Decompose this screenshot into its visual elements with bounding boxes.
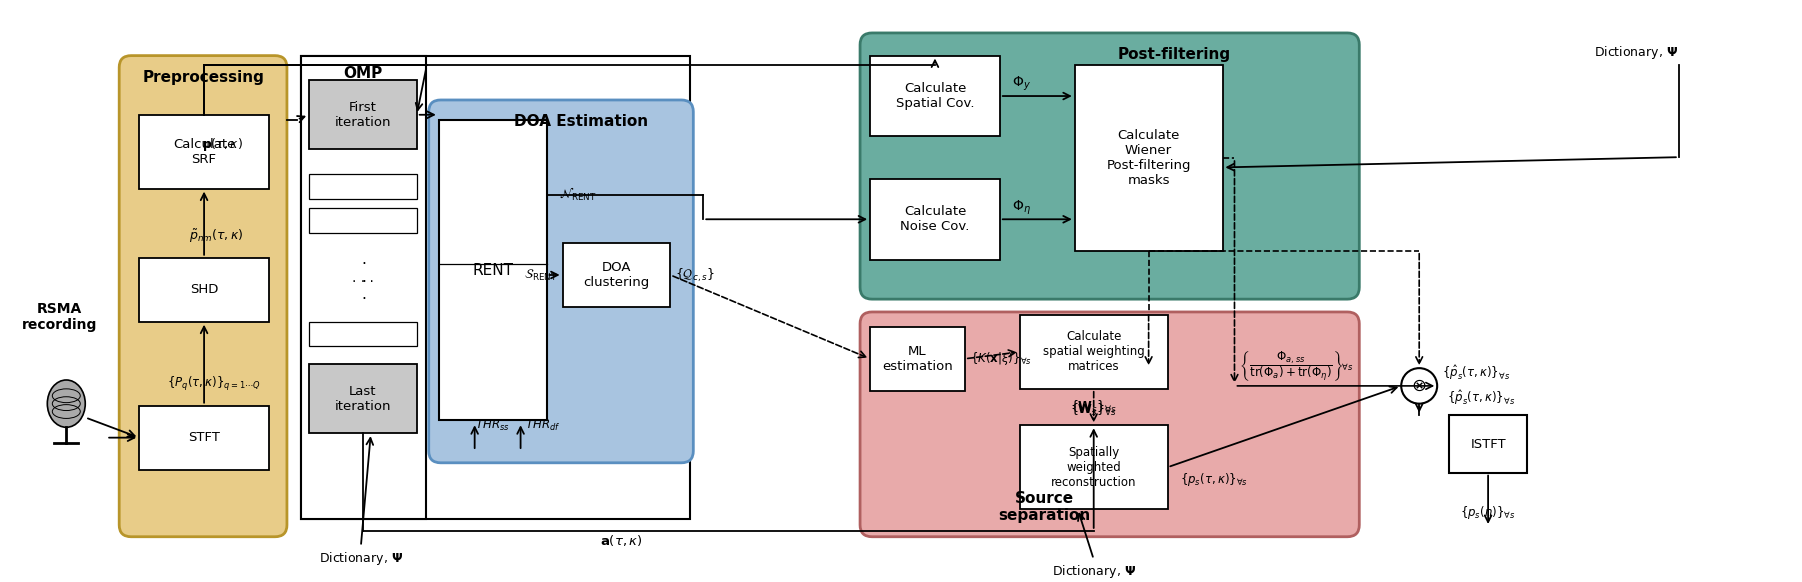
Bar [139, 115, 268, 189]
Text: $\{\hat{p}_s(\tau,\kappa)\}_{\forall s}$: $\{\hat{p}_s(\tau,\kappa)\}_{\forall s}$ [1447, 388, 1515, 407]
Text: $\otimes$: $\otimes$ [1411, 377, 1427, 395]
Text: Calculate
Wiener
Post-filtering
masks: Calculate Wiener Post-filtering masks [1106, 129, 1191, 187]
Text: ·
·
·: · · · [360, 257, 366, 307]
Bar [870, 56, 1000, 136]
Bar [139, 406, 268, 470]
Text: $\{K(\mathbf{x}|\xi)\}_{\forall s}$: $\{K(\mathbf{x}|\xi)\}_{\forall s}$ [969, 350, 1033, 367]
Text: $\{\mathbf{W}_s\}_{\forall s}$: $\{\mathbf{W}_s\}_{\forall s}$ [1070, 399, 1117, 415]
Text: Calculate
Spatial Cov.: Calculate Spatial Cov. [896, 82, 975, 110]
Bar [301, 56, 690, 519]
Text: Preprocessing: Preprocessing [142, 70, 265, 85]
Text: Dictionary, $\boldsymbol{\Psi}$: Dictionary, $\boldsymbol{\Psi}$ [1052, 563, 1135, 580]
Bar [870, 179, 1000, 260]
Text: $\left\{\dfrac{\Phi_{a,ss}}{\mathrm{tr}(\Phi_a)+\mathrm{tr}(\Phi_\eta)}\right\}_: $\left\{\dfrac{\Phi_{a,ss}}{\mathrm{tr}(… [1240, 349, 1353, 383]
Text: Calculate
SRF: Calculate SRF [173, 138, 236, 166]
Bar [1020, 425, 1168, 509]
Text: Calculate
Noise Cov.: Calculate Noise Cov. [901, 205, 969, 233]
Text: $\{\mathcal{Q}_{c,s}\}$: $\{\mathcal{Q}_{c,s}\}$ [676, 267, 715, 283]
Bar [562, 243, 670, 307]
Text: Dictionary, $\boldsymbol{\Psi}$: Dictionary, $\boldsymbol{\Psi}$ [1595, 44, 1678, 61]
Bar [1449, 416, 1526, 473]
Bar [308, 322, 416, 346]
Text: Calculate
spatial weighting
matrices: Calculate spatial weighting matrices [1043, 331, 1144, 374]
Bar [301, 56, 425, 519]
Bar [1074, 65, 1222, 251]
Text: $\{p_s(\tau,\kappa)\}_{\forall s}$: $\{p_s(\tau,\kappa)\}_{\forall s}$ [1180, 471, 1247, 488]
Ellipse shape [47, 380, 85, 427]
Text: $\Phi_\eta$: $\Phi_\eta$ [1013, 198, 1031, 217]
Text: $\{\mathbf{W}_s\}_{\forall s}$: $\{\mathbf{W}_s\}_{\forall s}$ [1070, 402, 1117, 418]
Text: RSMA
recording: RSMA recording [22, 302, 97, 332]
Text: First
iteration: First iteration [335, 101, 391, 129]
Text: Source
separation: Source separation [998, 491, 1090, 523]
Bar [308, 174, 416, 198]
Text: $\mathcal{N}_\mathrm{RENT}$: $\mathcal{N}_\mathrm{RENT}$ [559, 186, 596, 204]
Text: Post-filtering: Post-filtering [1117, 47, 1231, 62]
FancyBboxPatch shape [429, 100, 694, 463]
Text: ISTFT: ISTFT [1470, 438, 1506, 450]
Text: DOA
clustering: DOA clustering [584, 261, 649, 289]
Text: $\tilde{p}_{nm}(\tau, \kappa)$: $\tilde{p}_{nm}(\tau, \kappa)$ [189, 228, 243, 245]
Text: OMP: OMP [344, 66, 384, 81]
Text: $THR_{df}$: $THR_{df}$ [524, 418, 560, 433]
Bar [308, 80, 416, 149]
FancyBboxPatch shape [860, 33, 1359, 299]
Text: $\{P_q(\tau,\kappa)\}_{q=1\cdots Q}$: $\{P_q(\tau,\kappa)\}_{q=1\cdots Q}$ [168, 375, 261, 393]
Bar [870, 327, 964, 391]
Text: $\mathbf{p}(\tau, \kappa)$: $\mathbf{p}(\tau, \kappa)$ [202, 136, 243, 153]
FancyBboxPatch shape [119, 56, 287, 537]
Text: · · ·: · · · [353, 275, 375, 289]
Text: $\{\hat{p}_s(\tau,\kappa)\}_{\forall s}$: $\{\hat{p}_s(\tau,\kappa)\}_{\forall s}$ [1442, 363, 1510, 382]
Text: Dictionary, $\boldsymbol{\Psi}$: Dictionary, $\boldsymbol{\Psi}$ [319, 550, 404, 567]
Bar [1020, 315, 1168, 389]
Text: Last
iteration: Last iteration [335, 385, 391, 413]
Bar [139, 258, 268, 322]
Text: SHD: SHD [189, 283, 218, 296]
Text: $\Phi_y$: $\Phi_y$ [1013, 75, 1031, 93]
Bar [308, 364, 416, 433]
Text: RENT: RENT [472, 262, 514, 278]
Text: $\mathbf{a}(\tau,\kappa)$: $\mathbf{a}(\tau,\kappa)$ [600, 533, 643, 548]
Text: ML
estimation: ML estimation [883, 345, 953, 373]
Text: DOA Estimation: DOA Estimation [514, 114, 649, 129]
Text: STFT: STFT [187, 431, 220, 444]
Text: $\mathcal{S}_\mathrm{RENT}$: $\mathcal{S}_\mathrm{RENT}$ [524, 268, 557, 282]
Bar [308, 208, 416, 233]
Text: $\{p_s(n)\}_{\forall s}$: $\{p_s(n)\}_{\forall s}$ [1460, 503, 1515, 520]
Bar [438, 120, 546, 420]
FancyBboxPatch shape [860, 312, 1359, 537]
Text: Spatially
weighted
reconstruction: Spatially weighted reconstruction [1051, 446, 1137, 489]
Text: $THR_{ss}$: $THR_{ss}$ [476, 418, 510, 433]
